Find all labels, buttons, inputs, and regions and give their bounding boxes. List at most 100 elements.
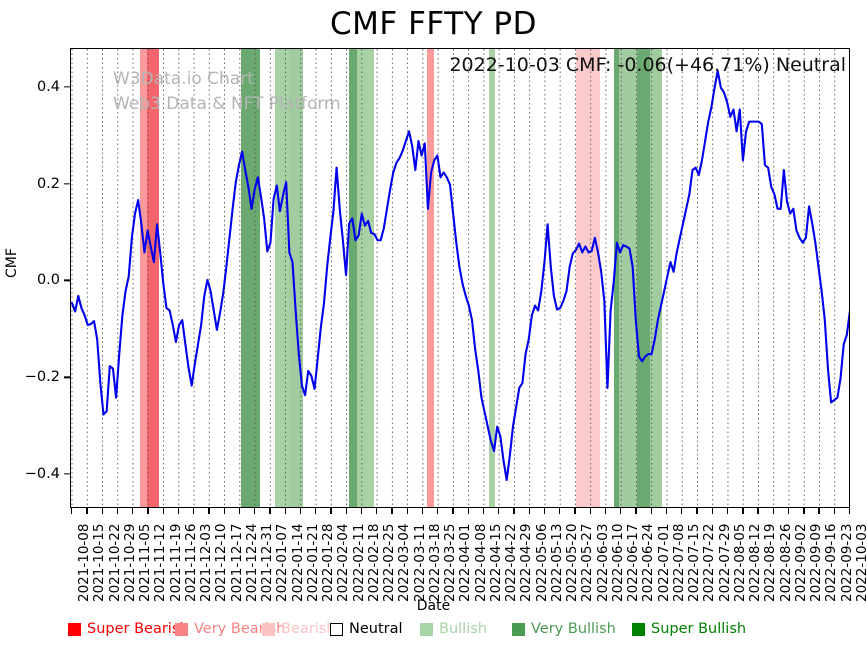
x-tick-label: 2021-12-24 <box>243 523 260 602</box>
legend-item[interactable]: Super Bearish <box>68 618 189 640</box>
x-tick-label: 2022-04-08 <box>472 523 489 602</box>
x-tick-mark <box>818 508 820 514</box>
x-tick-mark <box>711 508 713 514</box>
x-tick-label: 2022-03-18 <box>426 523 443 602</box>
x-tick-label: 2021-10-08 <box>76 523 92 602</box>
x-tick-mark <box>849 508 851 514</box>
x-tick-label: 2022-06-24 <box>640 523 657 602</box>
y-tick-label: 0.0 <box>36 272 60 289</box>
x-tick-mark <box>467 508 469 514</box>
x-tick-label: 2022-04-15 <box>487 523 504 602</box>
y-axis-ticks: −0.4 −0.2 0.0 0.2 0.4 <box>0 48 70 508</box>
legend-item[interactable]: Bearish <box>262 618 336 640</box>
x-tick-mark <box>833 508 836 514</box>
legend-item[interactable]: Bullish <box>420 618 487 640</box>
state-band <box>489 49 496 507</box>
x-tick-label: 2022-09-23 <box>838 523 855 602</box>
x-tick-mark <box>360 508 363 514</box>
x-tick-mark <box>284 508 286 514</box>
x-tick-label: 2021-11-26 <box>182 523 199 602</box>
x-tick-label: 2022-10-03 <box>854 523 867 602</box>
x-tick-mark <box>406 508 408 514</box>
x-tick-mark <box>696 508 698 514</box>
legend-label: Neutral <box>349 621 403 637</box>
x-tick-label: 2022-04-01 <box>457 523 474 602</box>
x-tick-mark <box>726 508 729 514</box>
x-tick-label: 2022-01-28 <box>320 523 337 602</box>
y-tick-mark <box>64 473 70 475</box>
x-tick-label: 2022-07-22 <box>701 523 718 602</box>
x-tick-label: 2022-02-11 <box>350 523 367 602</box>
x-tick-mark <box>223 508 225 514</box>
x-tick-mark <box>437 508 439 514</box>
state-band <box>613 49 620 507</box>
state-bands <box>71 49 849 507</box>
x-tick-mark <box>589 508 591 514</box>
y-tick-label: −0.2 <box>24 369 60 386</box>
x-tick-mark <box>330 508 332 514</box>
x-axis-ticks <box>70 508 851 520</box>
x-tick-mark <box>513 508 515 514</box>
state-band <box>289 49 304 507</box>
x-tick-mark <box>452 508 454 514</box>
x-tick-mark <box>803 508 805 514</box>
x-tick-label: 2022-01-14 <box>289 523 306 602</box>
state-band <box>649 49 663 507</box>
state-band <box>241 49 260 507</box>
x-tick-mark <box>71 508 73 514</box>
x-tick-mark <box>482 508 485 514</box>
x-tick-mark <box>193 508 195 514</box>
x-tick-label: 2022-09-02 <box>792 523 809 602</box>
x-tick-label: 2022-07-08 <box>670 523 687 602</box>
x-tick-mark <box>177 508 180 514</box>
legend-item[interactable]: Super Bullish <box>632 618 746 640</box>
x-tick-mark <box>162 508 164 514</box>
legend-item[interactable]: Very Bullish <box>512 618 616 640</box>
legend-swatch <box>512 622 525 636</box>
x-tick-mark <box>498 508 500 514</box>
x-tick-mark <box>421 508 424 514</box>
x-tick-mark <box>269 508 271 514</box>
x-tick-label: 2022-08-19 <box>762 523 779 602</box>
x-tick-mark <box>208 508 210 514</box>
x-tick-label: 2022-05-06 <box>533 523 550 602</box>
x-tick-mark <box>391 508 393 514</box>
legend-label: Super Bullish <box>651 621 747 637</box>
x-tick-label: 2022-08-12 <box>747 523 764 602</box>
legend: Super Bearish Very Bearish Bearish Neutral B… <box>0 618 867 644</box>
x-tick-label: 2022-07-29 <box>716 523 733 602</box>
x-tick-mark <box>299 508 302 514</box>
state-band <box>357 49 374 507</box>
state-band <box>348 49 358 507</box>
x-tick-label: 2022-05-27 <box>579 523 596 602</box>
x-tick-mark <box>315 508 317 514</box>
state-band <box>426 49 435 507</box>
x-tick-mark <box>132 508 134 514</box>
x-tick-label: 2022-09-16 <box>823 523 840 602</box>
x-tick-label: 2021-12-31 <box>259 523 276 602</box>
x-tick-mark <box>665 508 668 514</box>
x-tick-label: 2021-10-22 <box>106 523 123 602</box>
legend-item[interactable]: Neutral <box>330 618 403 640</box>
x-tick-label: 2021-12-10 <box>213 523 230 602</box>
x-tick-label: 2022-02-04 <box>335 523 352 602</box>
x-tick-mark <box>345 508 347 514</box>
x-tick-mark <box>574 508 576 514</box>
x-tick-label: 2022-05-13 <box>548 523 565 602</box>
x-tick-mark <box>254 508 256 514</box>
legend-label: Bullish <box>439 621 487 637</box>
state-band <box>576 49 600 507</box>
y-tick-mark <box>64 376 70 378</box>
legend-swatch <box>262 622 275 636</box>
legend-swatch <box>420 622 433 636</box>
x-tick-label: 2022-08-05 <box>731 523 748 602</box>
x-axis-tick-labels: 2021-10-08 2021-10-15 2021-10-22 2021-10-29… <box>70 514 867 604</box>
x-tick-label: 2022-06-10 <box>609 523 626 602</box>
plot-area: W3Data.io Chart Web3 Data & NFT Platform <box>70 48 850 508</box>
y-tick-mark <box>64 182 70 185</box>
y-tick-label: −0.4 <box>24 466 60 483</box>
state-band <box>147 49 159 507</box>
x-tick-mark <box>528 508 530 514</box>
x-tick-mark <box>238 508 241 514</box>
